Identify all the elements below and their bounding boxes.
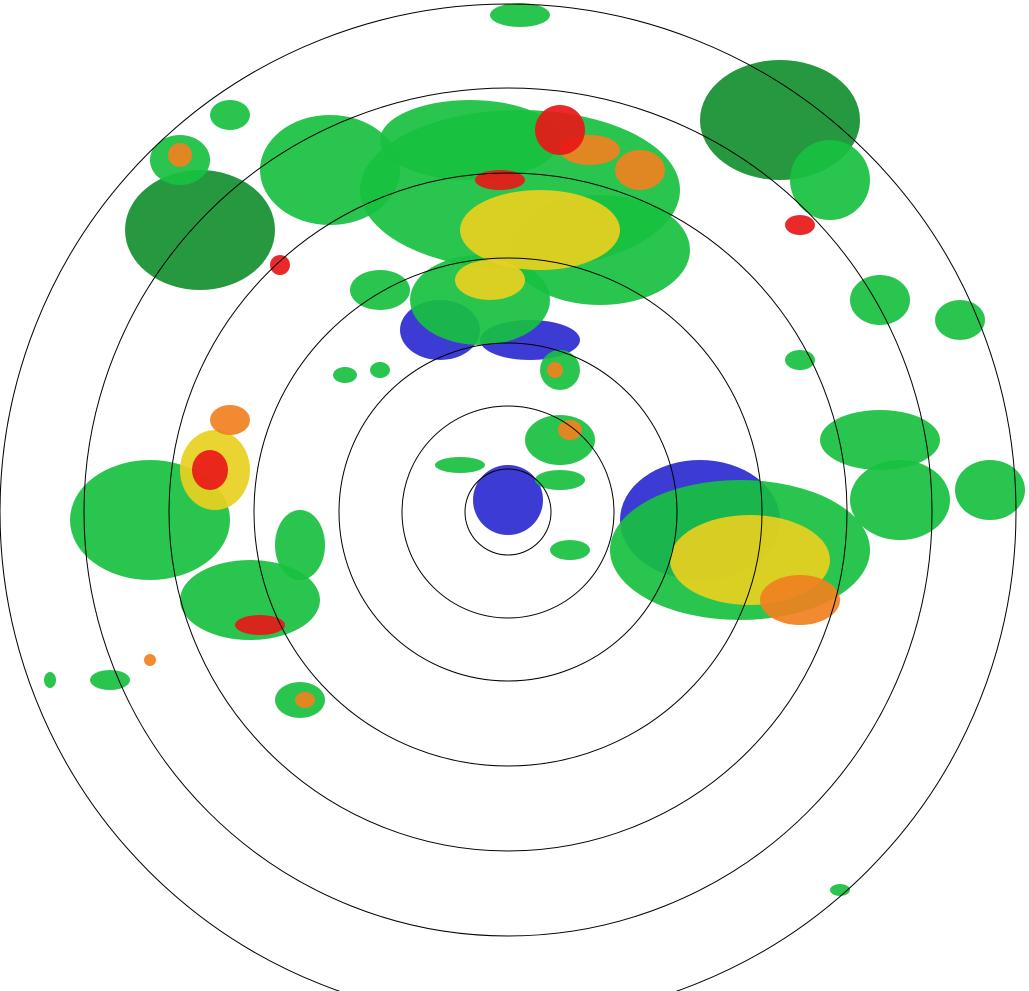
echo-moderate (935, 300, 985, 340)
echo-moderate (90, 670, 130, 690)
echo-moderate (955, 460, 1025, 520)
echo-moderate (380, 100, 560, 180)
echo-intense (785, 215, 815, 235)
echo-very-heavy (558, 420, 582, 440)
echo-intense (475, 170, 525, 190)
echo-moderate-dark (125, 170, 275, 290)
echo-heavy (455, 260, 525, 300)
echo-intense (235, 615, 285, 635)
precipitation-echoes (44, 3, 1025, 896)
echo-moderate (525, 415, 595, 465)
echo-very-heavy (210, 405, 250, 435)
range-ring (83, 87, 933, 937)
echo-very-heavy (295, 692, 315, 708)
echo-moderate (785, 350, 815, 370)
echo-moderate (370, 362, 390, 378)
range-ring (168, 172, 848, 852)
echo-moderate (275, 510, 325, 580)
echo-very-heavy (760, 575, 840, 625)
echo-moderate (490, 3, 550, 27)
echo-moderate (333, 367, 357, 383)
echo-moderate (210, 100, 250, 130)
range-ring (338, 342, 678, 682)
echo-moderate (830, 884, 850, 896)
echo-moderate (435, 457, 485, 473)
echo-moderate (44, 672, 56, 688)
range-ring (401, 405, 615, 619)
echo-very-heavy (615, 150, 665, 190)
range-ring (0, 3, 1017, 991)
echo-very-heavy (547, 362, 563, 378)
range-ring (253, 257, 763, 767)
echo-intense (270, 255, 290, 275)
echo-moderate (350, 270, 410, 310)
echo-moderate (550, 540, 590, 560)
range-ring (464, 468, 552, 556)
echo-moderate (260, 115, 400, 225)
echo-moderate (820, 410, 940, 470)
echo-heavy (460, 190, 620, 270)
range-rings (0, 3, 1017, 991)
echo-moderate (790, 140, 870, 220)
echo-weak (473, 465, 543, 535)
echo-intense (192, 450, 228, 490)
echo-intense (535, 105, 585, 155)
echo-moderate (850, 275, 910, 325)
echo-moderate (850, 460, 950, 540)
echo-moderate (535, 470, 585, 490)
echo-moderate (180, 560, 320, 640)
echo-very-heavy (168, 143, 192, 167)
echo-very-heavy (144, 654, 156, 666)
